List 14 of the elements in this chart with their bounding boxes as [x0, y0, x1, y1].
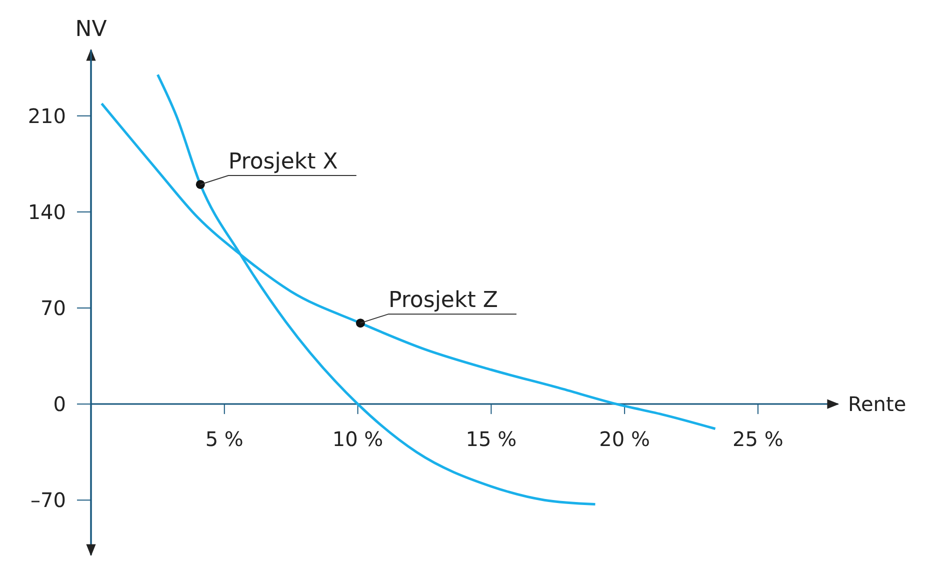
y-axis-title: NV	[75, 17, 107, 42]
x-tick-label: 25 %	[732, 427, 784, 452]
annotation: Prosjekt X	[228, 149, 338, 174]
y-tick-label: 70	[40, 296, 66, 320]
x-axis-title: Rente	[848, 392, 906, 416]
x-tick-label: 15 %	[466, 427, 517, 452]
annotation: Prosjekt Z	[388, 288, 498, 314]
y-tick-label: –70	[30, 488, 66, 512]
x-tick-label: 5 %	[205, 427, 244, 452]
y-tick-label: 0	[53, 392, 66, 416]
x-tick-label: 10 %	[332, 427, 384, 452]
y-tick-label: 210	[28, 104, 66, 128]
x-tick-label: 20 %	[599, 427, 650, 452]
y-tick-label: 140	[28, 200, 66, 224]
